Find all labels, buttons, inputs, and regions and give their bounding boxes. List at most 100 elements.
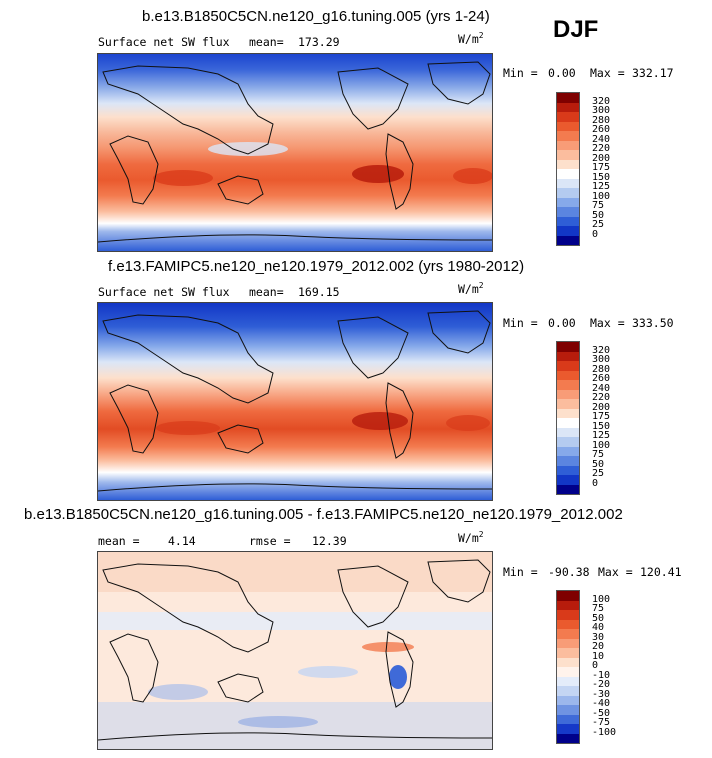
panel2-colorbar	[556, 341, 580, 495]
panel2-min-value: 0.00	[548, 316, 576, 330]
panel2-title: f.e13.FAMIPC5.ne120_ne120.1979_2012.002 …	[108, 258, 525, 275]
colorbar-level-label: 220	[592, 143, 611, 154]
panel2-mean-label: mean=	[249, 285, 284, 299]
colorbar-level-label: -20	[592, 679, 611, 690]
panel3-max-value: 120.41	[640, 565, 682, 579]
colorbar-segment	[557, 150, 579, 160]
colorbar-level-label: 0	[592, 477, 599, 489]
panel2-min-label: Min =	[503, 316, 538, 330]
panel3-map	[97, 551, 493, 750]
colorbar-level-label: 200	[592, 401, 611, 413]
colorbar-level-label: 10	[592, 650, 605, 662]
panel2-colorbar-labels: 320 300 280 260 240 220 200 175 150 125 100 75 50 25 0	[592, 341, 632, 493]
panel3-title: b.e13.B1850C5CN.ne120_g16.tuning.005 - f…	[24, 506, 623, 523]
colorbar-segment	[557, 169, 579, 179]
colorbar-level-label: 300	[592, 354, 611, 365]
colorbar-segment	[557, 667, 579, 677]
colorbar-segment	[557, 695, 579, 705]
colorbar-level-label: 150	[592, 420, 611, 432]
colorbar-level-label: 75	[592, 449, 605, 460]
colorbar-level-label: 240	[592, 133, 611, 145]
colorbar-segment	[557, 178, 579, 188]
colorbar-segment	[557, 418, 579, 428]
colorbar-segment	[557, 121, 579, 131]
colorbar-level-label: 0	[592, 228, 599, 240]
panel3-mean-label: mean =	[98, 534, 140, 548]
colorbar-segment	[557, 207, 579, 217]
colorbar-level-label: 280	[592, 363, 611, 375]
colorbar-level-label: 0	[592, 660, 599, 671]
colorbar-segment	[557, 705, 579, 715]
colorbar-level-label: 175	[592, 162, 611, 173]
colorbar-segment	[557, 446, 579, 456]
colorbar-segment	[557, 427, 579, 437]
colorbar-segment	[557, 235, 579, 245]
colorbar-segment	[557, 648, 579, 658]
colorbar-level-label: -10	[592, 669, 611, 681]
colorbar-level-label: -100	[592, 726, 617, 738]
colorbar-segment	[557, 226, 579, 236]
colorbar-level-label: 25	[592, 219, 605, 230]
colorbar-segment	[557, 342, 579, 352]
panel3-colorbar-labels: 100 75 50 40 30 20 10 0 -10 -20 -30 -40 -50 -75 -100	[592, 590, 636, 742]
colorbar-level-label: 100	[592, 439, 611, 451]
colorbar-level-label: 320	[592, 95, 611, 107]
colorbar-segment	[557, 714, 579, 724]
panel1-colorbar-labels: 320 300 280 260 240 220 200 175 150 125 100 75 50 25 0	[592, 92, 632, 244]
colorbar-segment	[557, 456, 579, 466]
colorbar-segment	[557, 484, 579, 494]
panel2-units: W/m2	[458, 281, 484, 296]
panel1-max-label: Max =	[590, 66, 625, 80]
colorbar-level-label: 240	[592, 382, 611, 394]
colorbar-level-label: 260	[592, 373, 611, 384]
panel3-min-label: Min =	[503, 565, 538, 579]
colorbar-level-label: 125	[592, 181, 611, 192]
panel2-mean-value: 169.15	[298, 285, 340, 299]
colorbar-level-label: 280	[592, 114, 611, 126]
colorbar-segment	[557, 629, 579, 639]
colorbar-level-label: 300	[592, 105, 611, 116]
colorbar-segment	[557, 475, 579, 485]
colorbar-level-label: 260	[592, 124, 611, 135]
colorbar-segment	[557, 600, 579, 610]
colorbar-level-label: 150	[592, 171, 611, 183]
panel1-units: W/m2	[458, 31, 484, 46]
colorbar-level-label: 125	[592, 430, 611, 441]
colorbar-level-label: -75	[592, 717, 611, 728]
colorbar-level-label: 50	[592, 458, 605, 470]
colorbar-level-label: 50	[592, 612, 605, 624]
colorbar-segment	[557, 724, 579, 734]
panel3-rmse-label: rmse =	[249, 534, 291, 548]
panel1-title: b.e13.B1850C5CN.ne120_g16.tuning.005 (yr…	[142, 8, 490, 25]
panel1-max-value: 332.17	[632, 66, 674, 80]
panel1-field-name: Surface net SW flux	[98, 35, 230, 49]
colorbar-level-label: 40	[592, 622, 605, 633]
colorbar-level-label: 20	[592, 641, 605, 652]
panel2-field-name: Surface net SW flux	[98, 285, 230, 299]
colorbar-segment	[557, 619, 579, 629]
colorbar-segment	[557, 197, 579, 207]
colorbar-level-label: 220	[592, 392, 611, 403]
colorbar-segment	[557, 408, 579, 418]
panel3-min-value: -90.38	[548, 565, 590, 579]
colorbar-level-label: 75	[592, 603, 605, 614]
colorbar-segment	[557, 131, 579, 141]
panel3-colorbar	[556, 590, 580, 744]
colorbar-level-label: 30	[592, 631, 605, 643]
colorbar-level-label: 100	[592, 593, 611, 605]
colorbar-segment	[557, 389, 579, 399]
panel3-max-label: Max =	[598, 565, 633, 579]
colorbar-level-label: 25	[592, 468, 605, 479]
colorbar-level-label: 100	[592, 190, 611, 202]
colorbar-segment	[557, 610, 579, 620]
colorbar-segment	[557, 351, 579, 361]
colorbar-level-label: -40	[592, 698, 611, 709]
panel1-colorbar	[556, 92, 580, 246]
panel1-min-label: Min =	[503, 66, 538, 80]
colorbar-segment	[557, 216, 579, 226]
colorbar-segment	[557, 591, 579, 601]
colorbar-segment	[557, 140, 579, 150]
colorbar-level-label: -30	[592, 688, 611, 700]
colorbar-level-label: 50	[592, 209, 605, 221]
colorbar-segment	[557, 657, 579, 667]
